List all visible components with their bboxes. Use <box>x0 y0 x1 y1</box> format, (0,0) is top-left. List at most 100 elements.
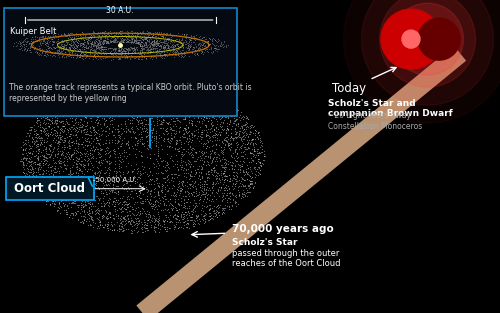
Point <box>88 214 96 219</box>
Point <box>154 152 162 157</box>
Point <box>240 169 248 174</box>
Point <box>45 109 53 114</box>
Point <box>258 141 266 146</box>
Point <box>43 51 51 56</box>
Point <box>52 44 60 49</box>
Point <box>100 35 108 40</box>
Point <box>212 169 220 174</box>
Point <box>50 111 58 116</box>
Point <box>22 173 30 178</box>
Point <box>190 201 198 206</box>
Point <box>221 141 229 146</box>
Point <box>188 47 196 52</box>
Point <box>212 112 220 117</box>
Point <box>156 105 164 110</box>
Point <box>234 124 242 129</box>
Point <box>107 106 115 111</box>
Point <box>165 105 173 110</box>
Point <box>250 123 258 128</box>
Point <box>82 186 90 191</box>
Point <box>17 156 25 162</box>
Point <box>168 128 176 133</box>
Point <box>220 39 228 44</box>
Point <box>157 134 165 139</box>
Point <box>170 40 178 45</box>
Point <box>158 115 166 120</box>
Point <box>35 44 43 49</box>
Point <box>23 47 31 52</box>
Point <box>71 116 79 121</box>
Point <box>210 208 218 213</box>
Point <box>123 99 131 104</box>
Point <box>188 215 196 220</box>
Point <box>52 151 60 156</box>
Point <box>72 210 80 215</box>
Point <box>214 103 222 108</box>
Point <box>138 36 146 41</box>
Point <box>150 37 158 42</box>
Point <box>123 179 131 184</box>
Point <box>48 198 56 203</box>
Point <box>124 79 132 84</box>
Point <box>250 183 258 188</box>
Point <box>122 122 130 127</box>
Point <box>198 50 206 55</box>
Point <box>142 36 150 41</box>
Point <box>147 177 155 182</box>
Point <box>141 225 149 230</box>
Point <box>214 99 222 104</box>
Point <box>210 104 218 109</box>
Point <box>162 136 170 141</box>
Point <box>118 224 126 229</box>
Point <box>110 207 118 212</box>
Point <box>92 156 100 161</box>
Point <box>218 194 226 199</box>
Point <box>212 163 220 168</box>
Point <box>120 80 128 85</box>
Point <box>217 40 225 45</box>
Point <box>142 43 150 48</box>
Point <box>239 122 247 127</box>
Point <box>37 139 45 144</box>
Point <box>218 151 226 156</box>
Point <box>134 40 142 45</box>
Point <box>70 150 78 155</box>
Point <box>258 143 266 148</box>
Point <box>237 145 245 150</box>
Point <box>188 33 196 38</box>
Point <box>143 139 151 144</box>
Point <box>56 100 64 105</box>
Point <box>102 209 110 214</box>
Point <box>206 153 214 158</box>
Point <box>68 185 76 190</box>
Point <box>38 128 46 133</box>
Point <box>44 37 52 42</box>
Point <box>66 204 74 209</box>
Point <box>50 36 58 41</box>
Point <box>34 50 42 55</box>
Point <box>206 207 214 212</box>
Point <box>224 137 232 142</box>
Point <box>159 45 167 50</box>
Point <box>113 184 121 189</box>
Point <box>134 168 142 173</box>
Point <box>227 134 235 139</box>
Point <box>107 160 115 165</box>
Point <box>170 115 177 121</box>
Point <box>201 195 209 200</box>
Point <box>60 149 68 154</box>
Point <box>256 151 264 156</box>
Point <box>233 158 241 163</box>
Point <box>94 42 102 47</box>
Point <box>122 34 130 39</box>
Point <box>114 190 122 195</box>
Point <box>104 51 112 56</box>
Point <box>162 30 170 35</box>
Point <box>132 55 140 60</box>
Point <box>216 148 224 153</box>
Point <box>172 53 179 58</box>
Point <box>142 187 150 192</box>
Point <box>142 80 150 85</box>
Point <box>61 31 69 36</box>
Point <box>190 115 198 121</box>
